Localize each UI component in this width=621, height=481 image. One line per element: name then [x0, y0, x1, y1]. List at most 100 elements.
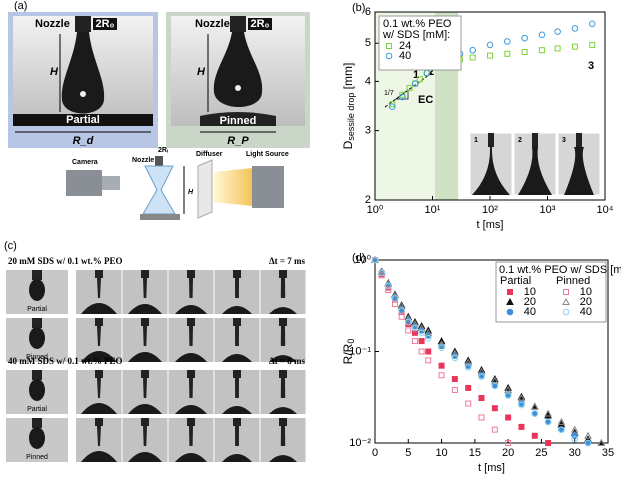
thread — [189, 326, 193, 346]
x-tick-label: 10³ — [540, 204, 556, 216]
nozzle — [233, 270, 241, 278]
marker — [378, 272, 385, 279]
sessile-drop — [81, 303, 117, 314]
marker — [478, 395, 485, 402]
marker — [418, 348, 425, 355]
marker — [377, 267, 386, 275]
marker — [424, 334, 432, 342]
thread — [235, 378, 239, 398]
sessile-drop — [269, 355, 297, 362]
x-tick-label: 10 — [435, 447, 447, 459]
y-label-part: D — [341, 140, 355, 149]
thread — [280, 326, 286, 346]
radius-label: 2R₀ — [250, 18, 269, 30]
diffuser — [197, 159, 213, 219]
nozzle — [141, 318, 149, 326]
marker — [397, 302, 406, 310]
panel-label: (c) — [4, 240, 17, 252]
legend-box — [495, 261, 607, 323]
height-label: H — [188, 189, 194, 196]
marker — [487, 52, 493, 59]
thread — [97, 378, 101, 398]
marker — [545, 440, 552, 446]
inset-label: 2 — [518, 137, 522, 144]
marker — [518, 401, 525, 409]
marker — [544, 409, 552, 417]
marker — [405, 327, 412, 334]
marker — [438, 344, 445, 352]
x-tick-label: 5 — [405, 447, 411, 459]
drop — [29, 279, 45, 301]
thread — [280, 278, 286, 298]
marker — [486, 41, 494, 49]
light-source — [252, 166, 284, 208]
lens — [102, 176, 120, 190]
mode-label: Partial — [27, 306, 47, 313]
nozzle — [141, 270, 149, 278]
inset-label: 3 — [562, 137, 566, 144]
marker — [518, 423, 525, 430]
sessile-drop — [128, 404, 162, 414]
y-label-part: sessile drop — [346, 93, 356, 141]
marker — [465, 400, 472, 407]
sessile-drop — [128, 304, 162, 314]
nozzle — [233, 418, 241, 426]
legend-label: 20 — [580, 296, 592, 308]
marker — [391, 291, 399, 299]
marker — [571, 43, 578, 50]
x-tick-label: 10⁰ — [367, 204, 384, 216]
marker — [451, 386, 458, 393]
marker — [411, 324, 419, 332]
sessile-drop — [222, 306, 252, 314]
legend-title: 0.1 wt.% PEO — [383, 18, 452, 30]
stage — [140, 214, 180, 220]
thread — [143, 278, 147, 298]
panel-label: (a) — [14, 0, 27, 12]
panel-label: (d) — [352, 252, 365, 264]
light-label: Light Source — [246, 151, 289, 158]
x-tick-label: 35 — [602, 447, 614, 459]
thread — [143, 378, 147, 398]
y-axis-label: R/R0 — [341, 339, 356, 365]
thread — [280, 378, 286, 398]
nozzle — [233, 370, 241, 378]
light-beam — [214, 168, 252, 206]
marker — [425, 348, 432, 355]
thread — [97, 326, 101, 346]
marker — [584, 439, 592, 447]
legend-marker — [562, 297, 570, 305]
marker — [451, 376, 458, 383]
x-axis-label: t [ms] — [477, 219, 504, 231]
nozzle — [187, 418, 195, 426]
sessile-drop — [128, 352, 162, 362]
legend-marker — [386, 43, 392, 49]
legend-marker — [506, 297, 514, 305]
time-step: Δt = 8 ms — [269, 356, 306, 366]
marker — [451, 349, 459, 357]
nozzle-label: Nozzle — [35, 18, 70, 30]
thread — [235, 426, 239, 446]
marker — [371, 256, 379, 264]
y-tick-label: 3 — [365, 125, 371, 137]
mode-label: Partial — [66, 114, 100, 126]
legend-label: 10 — [580, 286, 592, 298]
marker — [385, 282, 392, 290]
legend-marker — [385, 52, 393, 60]
sessile-drop — [269, 455, 297, 462]
marker — [504, 392, 512, 399]
marker — [504, 38, 511, 45]
marker — [478, 414, 485, 421]
nozzle — [32, 418, 42, 428]
marker — [437, 340, 446, 348]
x-tick-label: 10² — [482, 204, 498, 216]
legend-group: Pinned — [556, 275, 590, 287]
marker — [544, 411, 552, 419]
nozzle — [230, 16, 246, 32]
legend-title: 0.1 wt.% PEO w/ SDS [mM] — [499, 264, 621, 276]
sessile-drop — [81, 351, 117, 362]
legend-box — [378, 15, 462, 71]
nozzle — [279, 270, 287, 278]
marker — [399, 91, 406, 98]
marker — [584, 431, 592, 439]
